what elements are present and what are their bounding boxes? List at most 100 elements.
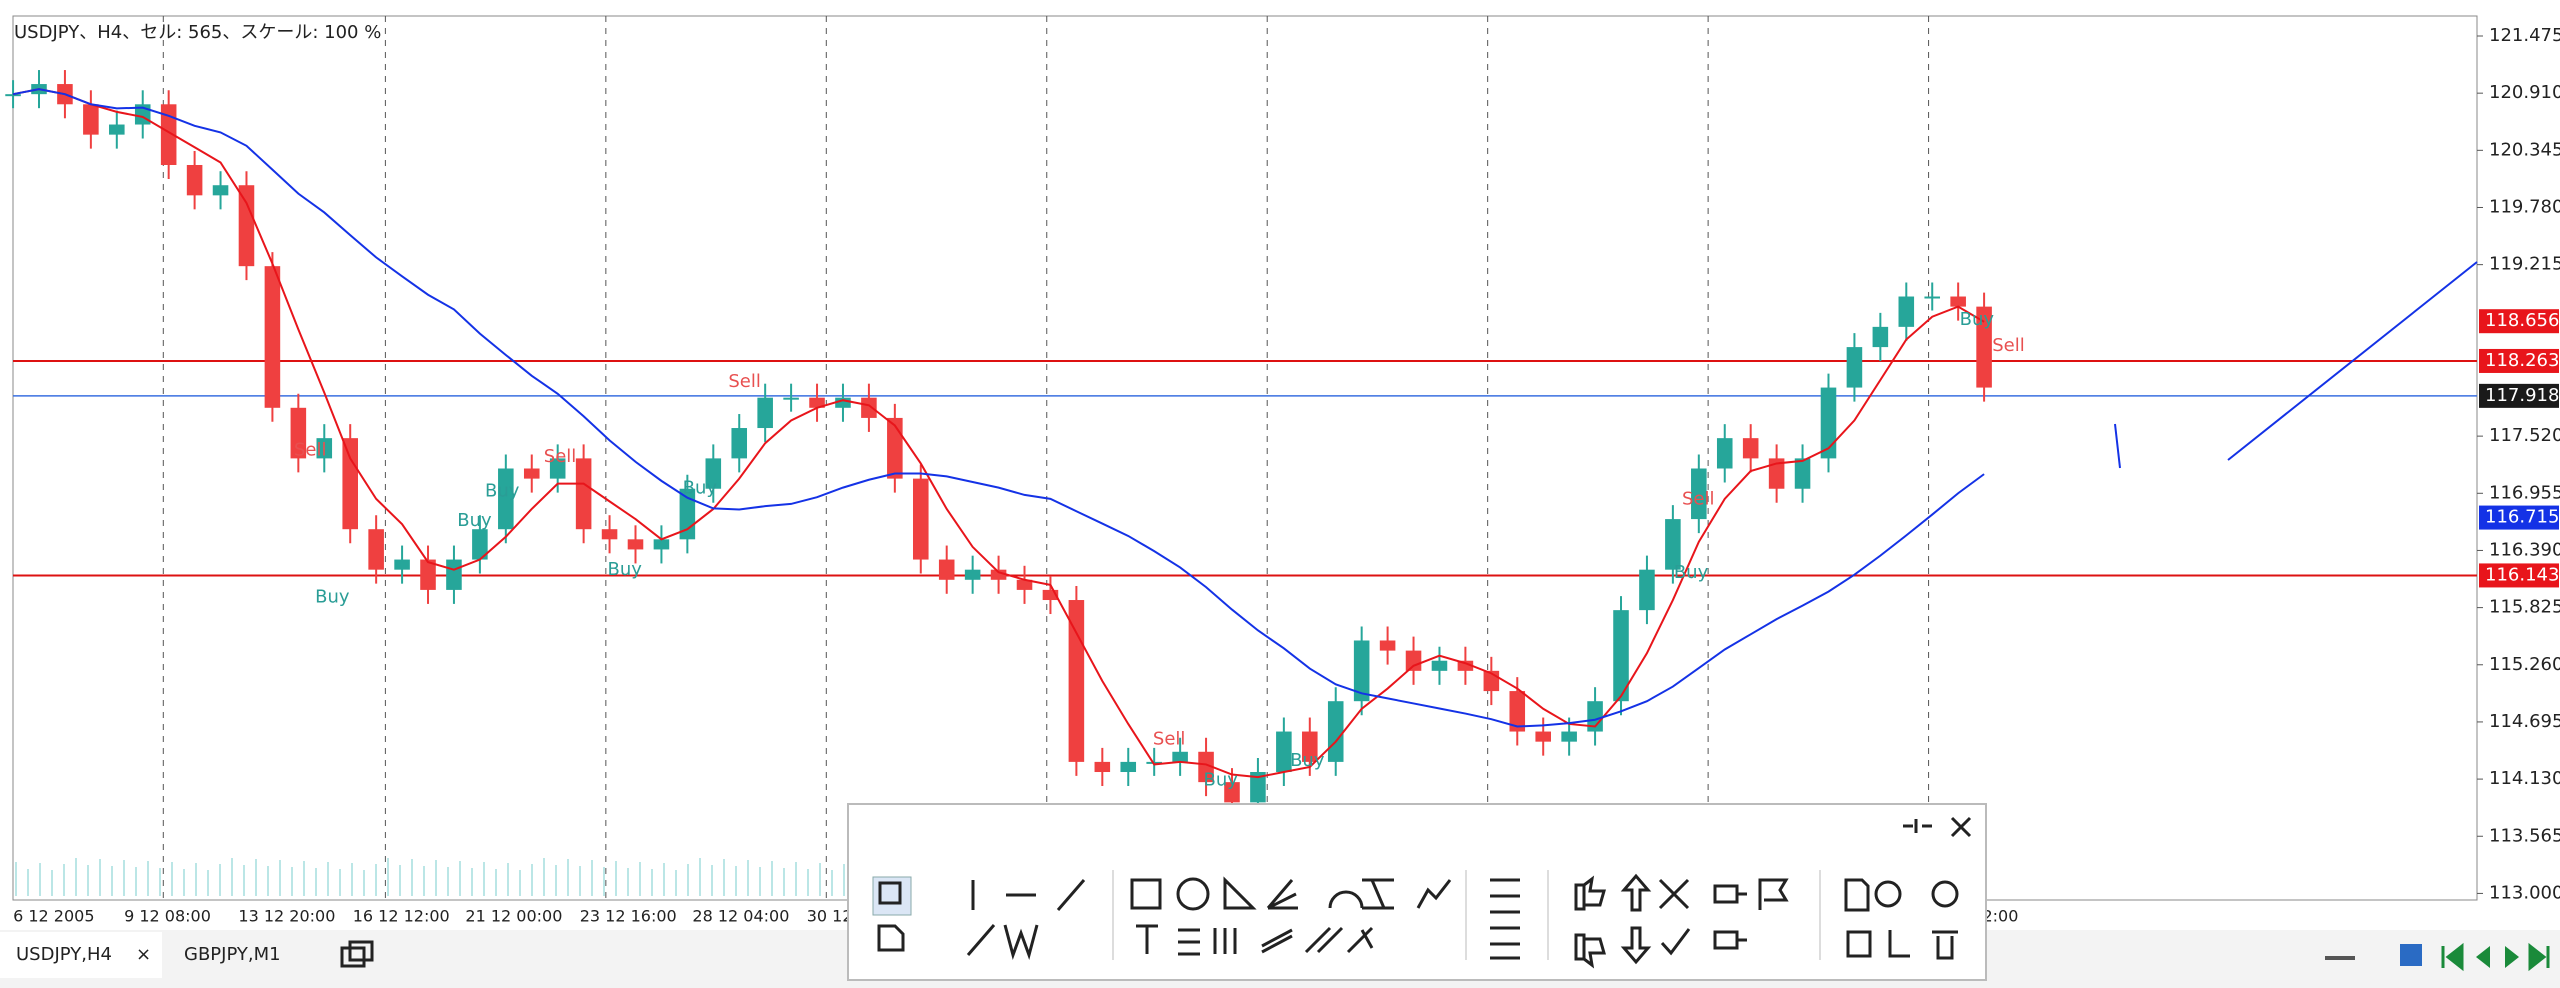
drawing-toolbar [847, 803, 1987, 981]
time-label: 13 12 20:00 [238, 907, 335, 926]
price-label: 119.780 [2489, 196, 2560, 217]
price-tag-label: 118.263 [2485, 350, 2559, 371]
candle-body [446, 559, 462, 590]
price-label: 119.215 [2489, 254, 2560, 275]
nav-icons[interactable] [2325, 942, 2550, 972]
price-tag-label: 116.143 [2485, 564, 2559, 585]
price-tag [2479, 563, 2559, 588]
candle-body [83, 104, 99, 135]
tab-close[interactable]: × [136, 944, 151, 965]
price-label: 113.000 [2489, 882, 2560, 903]
candle-body [1872, 326, 1889, 348]
candle-body [5, 94, 21, 97]
moving-average [12, 88, 1985, 728]
candle-body [1950, 296, 1966, 307]
tabs: USDJPY,H4 GBPJPY,M1 × [0, 932, 281, 978]
icon [2476, 946, 2519, 968]
price-tag [2479, 348, 2559, 373]
icon [1574, 875, 1606, 911]
chart-tab[interactable]: GBPJPY,M1 [184, 944, 281, 965]
candle-body [861, 397, 877, 418]
candle-body [653, 539, 670, 550]
tool-icons[interactable] [872, 873, 1959, 969]
candle-body [1535, 731, 1551, 742]
candle-body [990, 569, 1007, 580]
candle-body [1327, 701, 1344, 762]
price-tag [2479, 309, 2559, 334]
candle-body [1846, 347, 1863, 388]
icon [2400, 944, 2422, 966]
candle-body [1250, 772, 1266, 803]
candle-body [1820, 387, 1837, 459]
price-label: 117.520 [2489, 425, 2560, 446]
candle-body [523, 468, 540, 479]
close-icon[interactable] [1950, 816, 1972, 838]
candle-body [809, 397, 825, 408]
candle-body [964, 569, 981, 580]
candle-body [1976, 306, 1992, 388]
time-label: 9 12 08:00 [124, 907, 211, 926]
candle-body [1665, 519, 1681, 570]
candle-body [1042, 589, 1059, 601]
candle-body [601, 529, 618, 540]
price-tag [2479, 383, 2559, 408]
icon [1130, 878, 1162, 910]
candle-body [342, 438, 358, 530]
price-label: 121.475 [2489, 25, 2560, 46]
candle-body [1457, 660, 1474, 671]
signal-label: Sell [728, 371, 761, 392]
candle-body [1742, 438, 1759, 459]
price-label: 114.695 [2489, 711, 2560, 732]
pin-icon[interactable] [1903, 819, 1932, 833]
candle-body [912, 478, 929, 560]
candle-body [1716, 438, 1733, 469]
candle-body [887, 417, 903, 479]
price-label: 120.910 [2489, 82, 2560, 103]
candle-body [783, 397, 799, 400]
trend-line [2114, 261, 2478, 469]
icon [878, 881, 902, 905]
candle-body [575, 458, 592, 530]
icon [877, 924, 905, 952]
candle-body [1691, 468, 1707, 520]
chart-tab[interactable]: USDJPY,H4 [16, 944, 112, 965]
time-label: 21 12 00:00 [465, 907, 562, 926]
separator [1112, 870, 1821, 960]
signal-label: Sell [294, 440, 327, 461]
icon [966, 879, 1086, 960]
time-label: 6 12 2005 [13, 907, 94, 926]
candle-body [316, 438, 333, 459]
price-label: 113.565 [2489, 825, 2560, 846]
price-tag-label: 117.918 [2485, 385, 2559, 406]
candle-body [186, 164, 203, 196]
candle-body [238, 185, 255, 267]
toolbar-panel [847, 803, 1987, 981]
price-label: 116.390 [2489, 539, 2560, 560]
candle-body [1768, 458, 1785, 489]
price-label: 120.345 [2489, 139, 2560, 160]
candle-body [1561, 731, 1577, 742]
icon [1223, 876, 1452, 910]
icon [1844, 878, 1959, 912]
candle-body [160, 104, 177, 165]
time-label: 2:00 [1982, 907, 2018, 926]
icon [340, 946, 366, 968]
icon [1620, 873, 1789, 912]
price-label: 115.260 [2489, 654, 2560, 675]
candle-body [1302, 731, 1318, 762]
candle-body [394, 559, 410, 570]
candle-body [627, 539, 644, 550]
signal-label: Buy [457, 510, 492, 531]
candle-body [1379, 640, 1396, 651]
candle-body [420, 559, 436, 590]
tab-window-icon[interactable] [340, 940, 374, 968]
candle-body [1353, 640, 1370, 702]
candle-body [290, 407, 307, 459]
signal-label: Sell [1992, 335, 2025, 356]
time-label: 23 12 16:00 [580, 907, 677, 926]
signal-label: Buy [315, 587, 350, 608]
candle-body [1431, 660, 1448, 671]
time-label: 30 12 [807, 907, 853, 926]
candle-body [705, 458, 722, 489]
